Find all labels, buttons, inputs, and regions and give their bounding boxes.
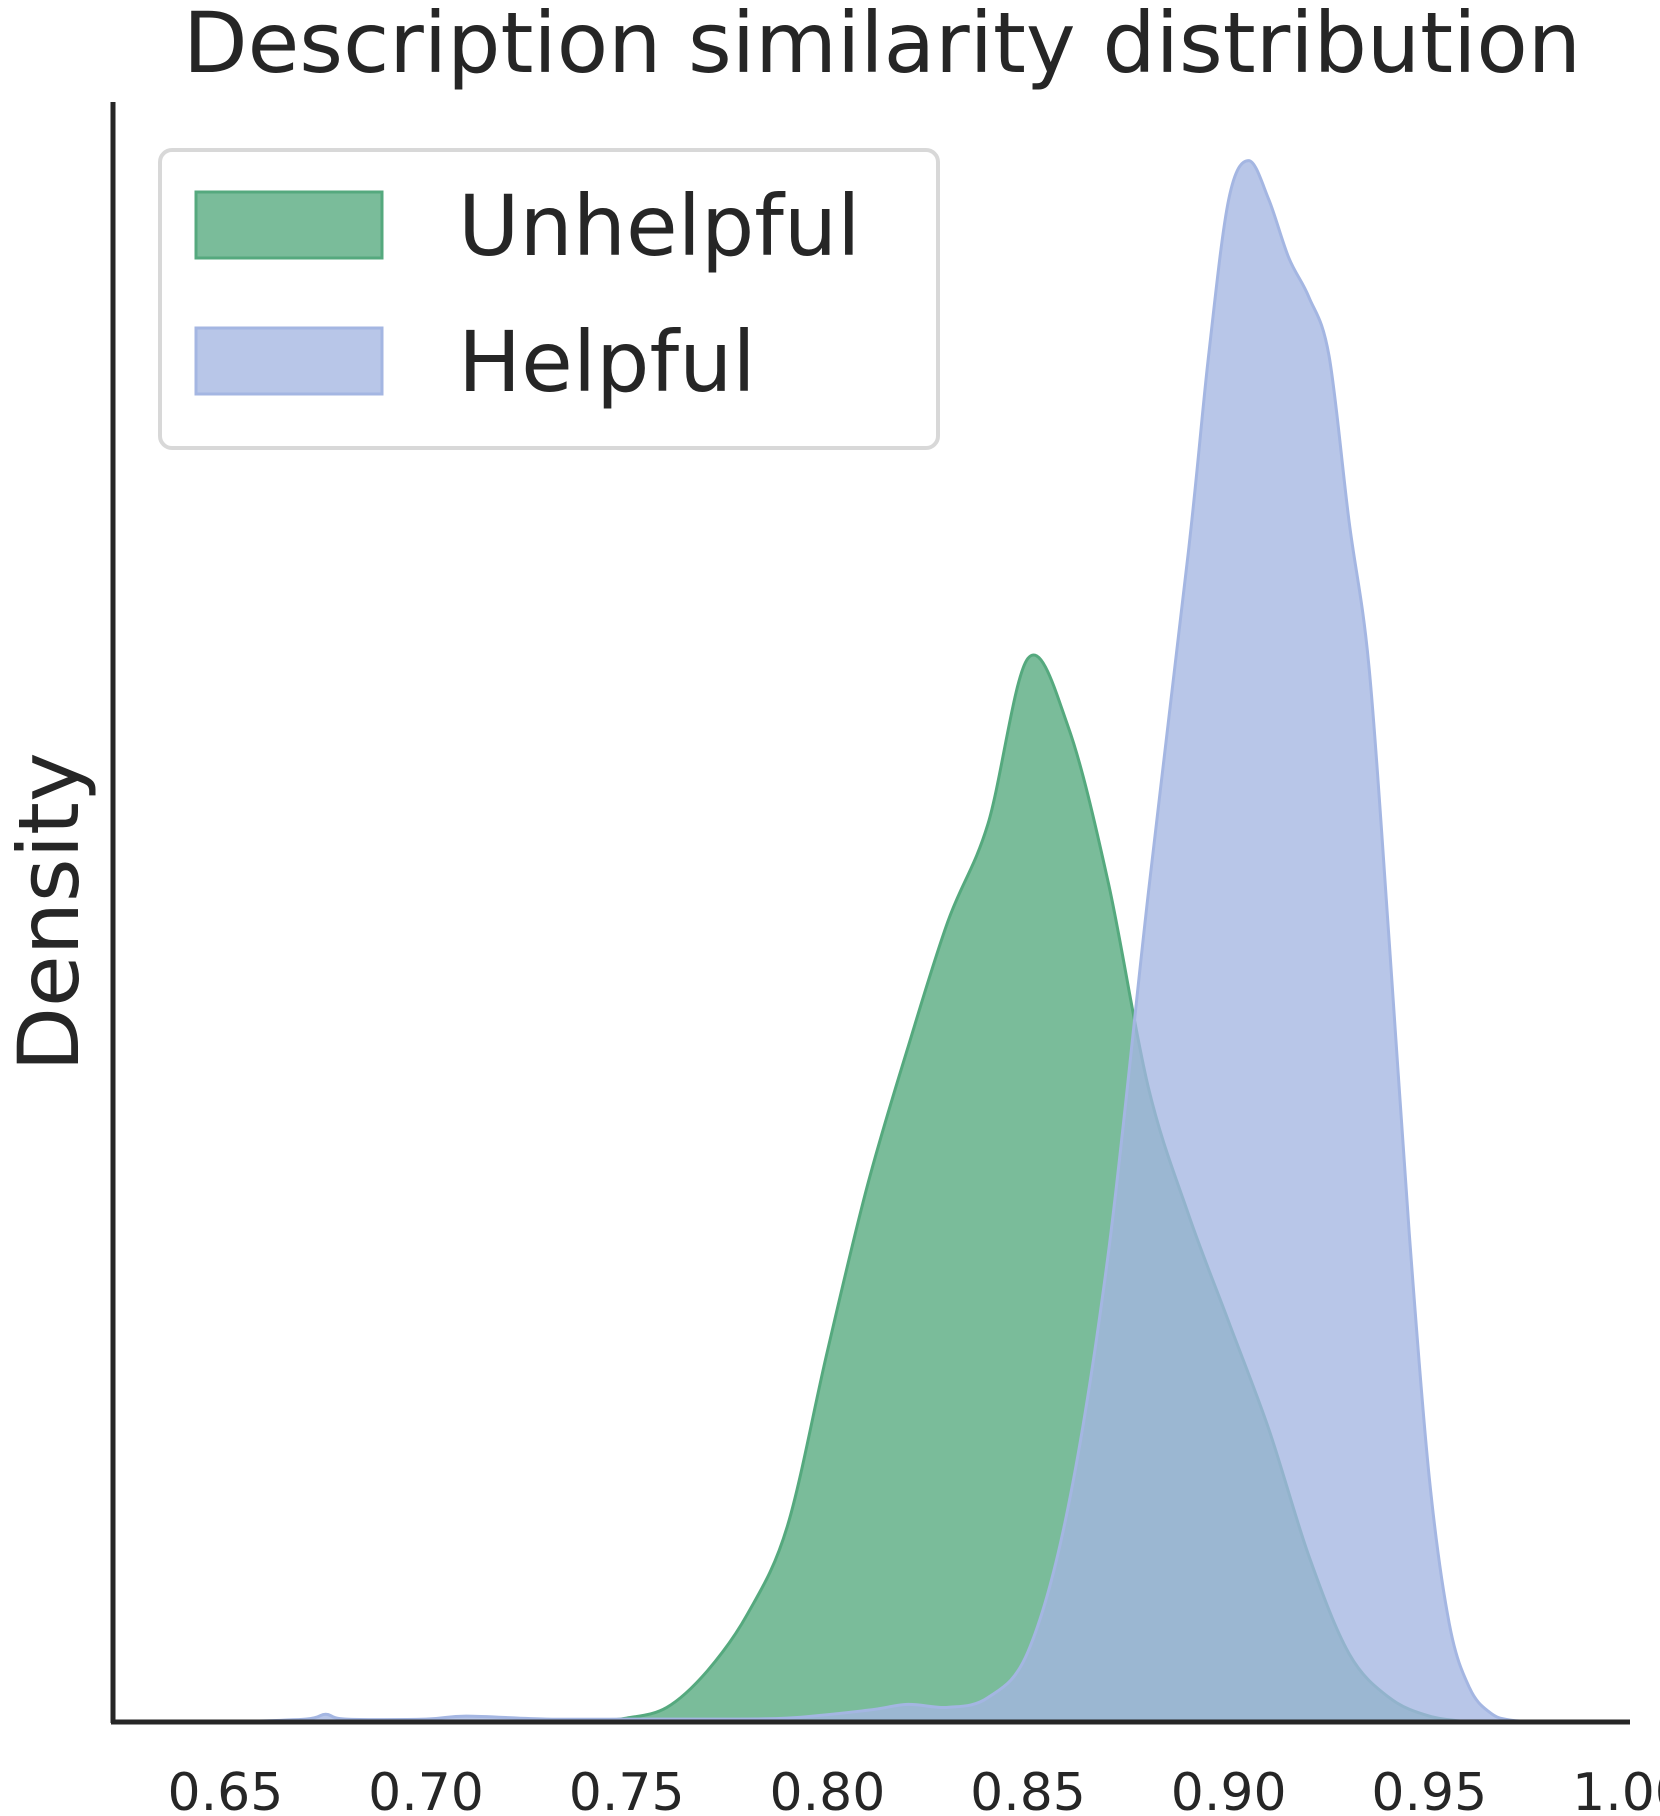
legend-label-helpful: Helpful bbox=[458, 313, 756, 411]
y-axis-label: Density bbox=[0, 752, 98, 1071]
x-tick-label: 0.85 bbox=[970, 1763, 1086, 1816]
x-tick-label: 0.70 bbox=[368, 1763, 484, 1816]
x-tick-label: 0.80 bbox=[770, 1763, 886, 1816]
series-layer bbox=[225, 159, 1550, 1724]
x-tick-label: 0.90 bbox=[1171, 1763, 1287, 1816]
x-tick-label: 0.95 bbox=[1371, 1763, 1487, 1816]
legend-label-unhelpful: Unhelpful bbox=[458, 177, 860, 275]
legend-swatch-unhelpful bbox=[194, 190, 384, 260]
chart-title: Description similarity distribution bbox=[183, 0, 1581, 92]
legend: Unhelpful Helpful bbox=[158, 148, 940, 450]
density-area-helpful bbox=[225, 160, 1550, 1723]
legend-swatch-helpful bbox=[194, 326, 384, 396]
x-tick-label: 0.65 bbox=[168, 1763, 284, 1816]
x-tick-labels: 0.65 0.70 0.75 0.80 0.85 0.90 0.95 1.00 bbox=[168, 1763, 1660, 1816]
x-tick-label: 1.00 bbox=[1572, 1763, 1660, 1816]
x-tick-label: 0.75 bbox=[569, 1763, 685, 1816]
density-line-helpful bbox=[225, 159, 1550, 1724]
